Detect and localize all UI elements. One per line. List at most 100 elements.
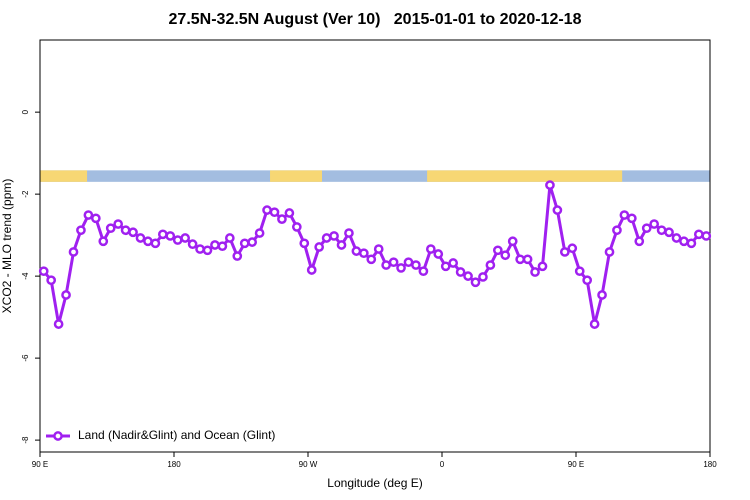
legend-marker [53, 431, 63, 441]
data-point [187, 239, 198, 250]
data-point [656, 225, 667, 236]
data-point [649, 219, 660, 229]
data-point [83, 210, 94, 220]
data-point [396, 263, 406, 273]
data-point [552, 205, 563, 215]
data-point [195, 244, 205, 254]
data-point [180, 233, 191, 243]
data-point [366, 254, 377, 265]
data-point [247, 237, 258, 247]
data-point [284, 208, 295, 218]
data-point [671, 233, 682, 243]
x-tick-label: 90 E [568, 460, 584, 469]
data-point [217, 241, 228, 252]
data-point [612, 225, 622, 236]
data-point [165, 231, 176, 241]
data-point [403, 257, 414, 268]
data-point [143, 236, 153, 247]
data-point [210, 240, 220, 250]
data-point [604, 247, 615, 257]
x-tick-label: 90 W [299, 460, 318, 469]
data-point [202, 245, 213, 256]
data-point [135, 233, 146, 243]
data-point [478, 272, 488, 282]
data-point [358, 248, 369, 259]
data-point [537, 261, 548, 272]
y-tick-label: -8 [21, 436, 30, 444]
data-point [381, 260, 392, 270]
data-point [574, 266, 585, 277]
data-point [120, 225, 131, 236]
data-point [507, 236, 518, 247]
land-segment [270, 170, 322, 182]
land-segment [427, 170, 623, 182]
data-point [373, 244, 384, 254]
data-point [388, 257, 399, 268]
data-point [314, 242, 325, 252]
data-point [336, 240, 347, 250]
data-point [329, 231, 339, 241]
data-point [76, 225, 86, 236]
data-point [485, 260, 496, 270]
data-point [470, 277, 481, 288]
data-point [128, 227, 138, 238]
data-point [172, 235, 183, 245]
chart-title: 27.5N-32.5N August (Ver 10) 2015-01-01 t… [169, 11, 582, 28]
data-point [105, 223, 116, 234]
data-point [567, 243, 578, 254]
x-axis-label: Longitude (deg E) [327, 476, 422, 490]
data-point [254, 228, 265, 238]
data-point [492, 245, 503, 256]
data-point [291, 222, 302, 232]
data-point [597, 290, 607, 300]
ocean-band [40, 170, 710, 182]
data-point [418, 266, 429, 277]
data-point [150, 238, 161, 249]
data-point [522, 254, 533, 265]
data-point [619, 210, 630, 220]
data-point [664, 227, 674, 238]
data-point [500, 250, 511, 261]
data-point [545, 180, 555, 190]
data-point [701, 231, 712, 241]
data-point [425, 244, 436, 254]
y-tick-label: -2 [21, 190, 30, 198]
x-tick-label: 180 [703, 460, 717, 469]
data-point [344, 228, 354, 238]
data-point [269, 207, 280, 218]
data-point [589, 319, 600, 329]
data-point [53, 319, 64, 329]
data-point [351, 246, 362, 256]
data-point [68, 247, 79, 257]
data-point [61, 290, 71, 300]
data-point [559, 247, 570, 257]
data-point [679, 236, 689, 247]
data-point [634, 236, 645, 247]
x-tick-label: 0 [440, 460, 445, 469]
data-point [90, 213, 101, 224]
y-axis-label: XCO2 - MLO trend (ppm) [0, 179, 14, 314]
data-point [113, 219, 124, 229]
y-tick-label: -6 [21, 354, 30, 362]
data-point [46, 275, 57, 286]
data-point [321, 233, 332, 243]
data-point [157, 229, 168, 240]
data-point [463, 271, 473, 281]
y-tick-label: 0 [21, 109, 30, 114]
data-point [306, 265, 317, 275]
data-point [262, 205, 272, 215]
x-tick-label: 90 E [32, 460, 48, 469]
data-point [582, 275, 593, 286]
data-point [239, 238, 250, 249]
data-point [515, 254, 526, 265]
y-tick-label: -4 [21, 272, 30, 280]
data-point [232, 251, 243, 261]
plot-frame [39, 39, 711, 453]
data-point [277, 214, 287, 224]
data-point [98, 236, 109, 247]
data-point [641, 223, 652, 234]
data-point [224, 233, 235, 243]
data-point [626, 213, 637, 224]
data-point [38, 266, 49, 277]
